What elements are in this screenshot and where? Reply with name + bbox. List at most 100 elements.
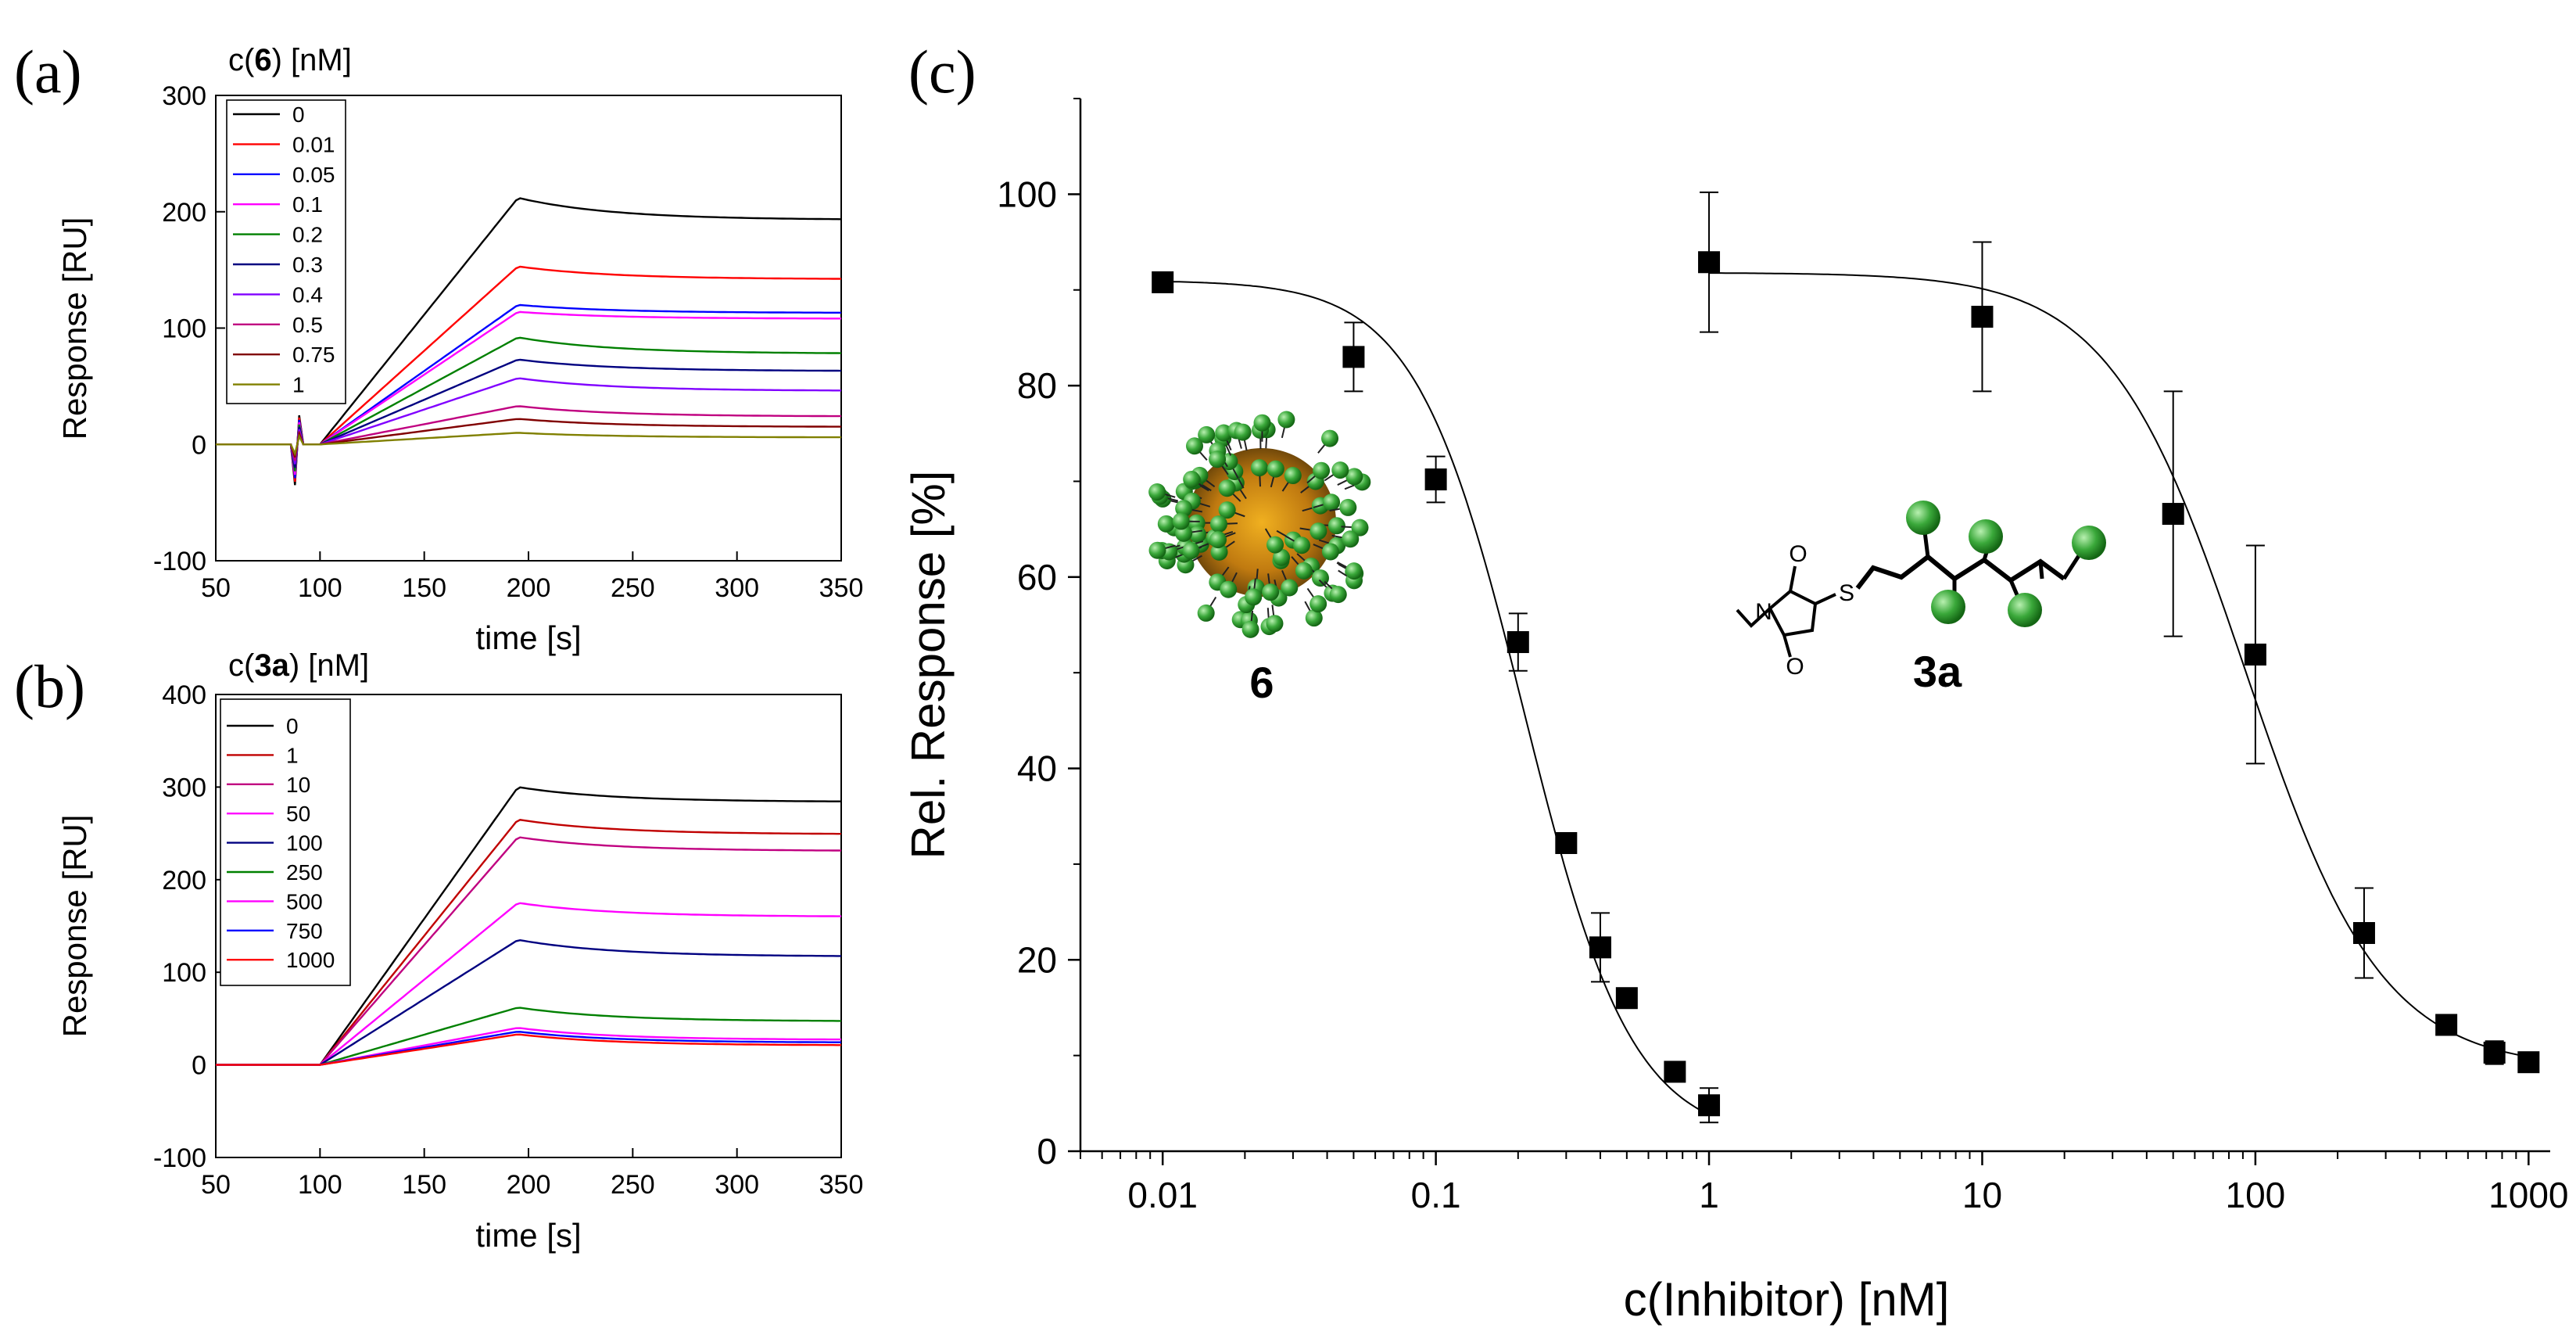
ligand-ball — [1345, 468, 1363, 486]
sugar-ball — [1969, 519, 2003, 554]
data-point-6 — [1424, 468, 1447, 491]
nanoparticle-icon — [1148, 411, 1371, 638]
ligand-ball — [1281, 579, 1299, 597]
data-point-3a — [2352, 922, 2375, 945]
x-tick-label: 150 — [402, 1170, 446, 1200]
ligand-ball — [1241, 620, 1259, 638]
y-tick-label: 200 — [162, 198, 206, 228]
sugar-ball — [1906, 501, 1940, 535]
compound-6-label: 6 — [1249, 658, 1274, 707]
x-tick-label: 0.1 — [1411, 1175, 1461, 1215]
legend-label: 0.4 — [292, 282, 323, 307]
data-point-6 — [1615, 987, 1638, 1010]
panel-a-series — [216, 197, 842, 486]
compound-3a-label: 3a — [1913, 647, 1962, 696]
data-point-3a — [2244, 643, 2266, 666]
ligand-ball — [1172, 512, 1190, 530]
fit-curve-3a — [1709, 272, 2529, 1058]
x-tick-label: 1 — [1699, 1175, 1719, 1215]
nanoparticle-ligands — [1148, 411, 1371, 638]
legend-label: 1 — [292, 373, 305, 397]
x-tick-label: 350 — [819, 573, 864, 603]
panel-c-axes: 0 20 40 60 80 100 0.01 0.1 1 10 100 1000 — [997, 98, 2569, 1215]
data-point-3a — [1698, 251, 1721, 274]
ligand-ball — [1157, 515, 1175, 533]
ligand-ball — [1220, 580, 1238, 598]
data-point-6 — [1589, 936, 1611, 959]
ligand-ball — [1182, 542, 1200, 560]
y-tick-label: 300 — [162, 773, 206, 802]
legend-label: 100 — [286, 831, 323, 856]
ligand-ball — [1345, 562, 1363, 580]
ethyl-chain — [1736, 607, 1772, 628]
legend-label: 0.2 — [292, 223, 323, 247]
fit-curve-6 — [1163, 280, 1710, 1116]
panel-b: (b) c(3a) [nM] 50 100 150 200 250 300 350-1000… — [14, 648, 863, 1254]
y-tick-label: 0 — [1037, 1131, 1057, 1172]
legend-label: 250 — [286, 860, 323, 885]
legend-label: 0.75 — [292, 343, 335, 367]
x-tick-label: 100 — [2226, 1175, 2286, 1215]
sugar-ball — [2072, 526, 2106, 560]
panel-a-axes: 50 100 150 200 250 300 350 -100 0 100 200 300 — [153, 81, 863, 603]
ligand-ball — [1209, 515, 1227, 533]
atom-o-top: O — [1789, 541, 1807, 567]
legend-label: 0.05 — [292, 163, 335, 187]
ligand-ball — [1309, 595, 1327, 613]
x-tick-label: 300 — [715, 1170, 759, 1200]
sugar-ball — [1931, 590, 1965, 624]
panel-a: (a) c(6) [nM] 50 100 150 200 250 300 350 -100 0 1… — [14, 38, 863, 656]
legend-label: 750 — [286, 919, 323, 943]
compound-3a-sugars — [1906, 501, 2106, 627]
x-tick-label: 100 — [298, 573, 342, 603]
ligand-ball — [1321, 543, 1339, 561]
panel-c-label: (c) — [908, 38, 976, 106]
carbonyl-top — [1789, 565, 1797, 592]
legend-label: 1000 — [286, 948, 335, 972]
panel-b-xlabel: time [s] — [475, 1217, 581, 1254]
y-tick-label: 20 — [1017, 939, 1057, 980]
y-tick-label: -100 — [153, 1143, 206, 1173]
ligand-ball — [1209, 531, 1227, 549]
x-tick-label: 10 — [1962, 1175, 2002, 1215]
panel-c-points — [1152, 191, 2540, 1124]
ligand-ball — [1197, 604, 1215, 622]
data-point-6 — [1507, 631, 1529, 654]
ligand-ball — [1245, 588, 1263, 606]
x-tick-label: 250 — [611, 1170, 655, 1200]
carbonyl-bottom — [1782, 634, 1792, 658]
ligand-ball — [1309, 522, 1327, 540]
panel-a-xlabel: time [s] — [475, 619, 581, 656]
legend-label: 0.01 — [292, 132, 335, 156]
legend-label: 0 — [286, 714, 299, 738]
ligand-ball — [1234, 423, 1252, 441]
x-tick-label: 50 — [201, 573, 231, 603]
sensorgram-line — [216, 432, 841, 457]
ligand-ball — [1262, 583, 1280, 601]
data-point-6 — [1555, 831, 1578, 854]
ligand-ball — [1327, 517, 1345, 535]
panel-b-legend: 0 1 10 50 100 250 500 750 1000 — [227, 714, 335, 972]
sensorgram-line — [216, 1031, 841, 1066]
ligand-ball — [1267, 460, 1284, 478]
x-tick-label: 50 — [201, 1170, 231, 1200]
ligand-ball — [1253, 414, 1271, 432]
legend-label: 0 — [292, 102, 305, 127]
ligand-ball — [1342, 530, 1360, 548]
legend-label: 1 — [286, 743, 299, 767]
panel-a-ylabel: Response [RU] — [56, 217, 93, 440]
ligand-ball — [1329, 586, 1347, 604]
panel-b-ylabel: Response [RU] — [56, 815, 93, 1038]
y-tick-label: 400 — [162, 680, 206, 710]
data-point-3a — [2162, 503, 2184, 526]
x-tick-label: 200 — [507, 573, 551, 603]
data-point-6 — [1342, 346, 1365, 368]
ligand-ball — [1305, 609, 1323, 627]
thioether-bond-left — [1815, 593, 1836, 605]
legend-label: 500 — [286, 889, 323, 913]
panel-c-ylabel: Rel. Response [%] — [902, 471, 955, 859]
panel-b-series — [216, 786, 841, 1066]
panel-b-legend-title: c(3a) [nM] — [228, 648, 369, 683]
